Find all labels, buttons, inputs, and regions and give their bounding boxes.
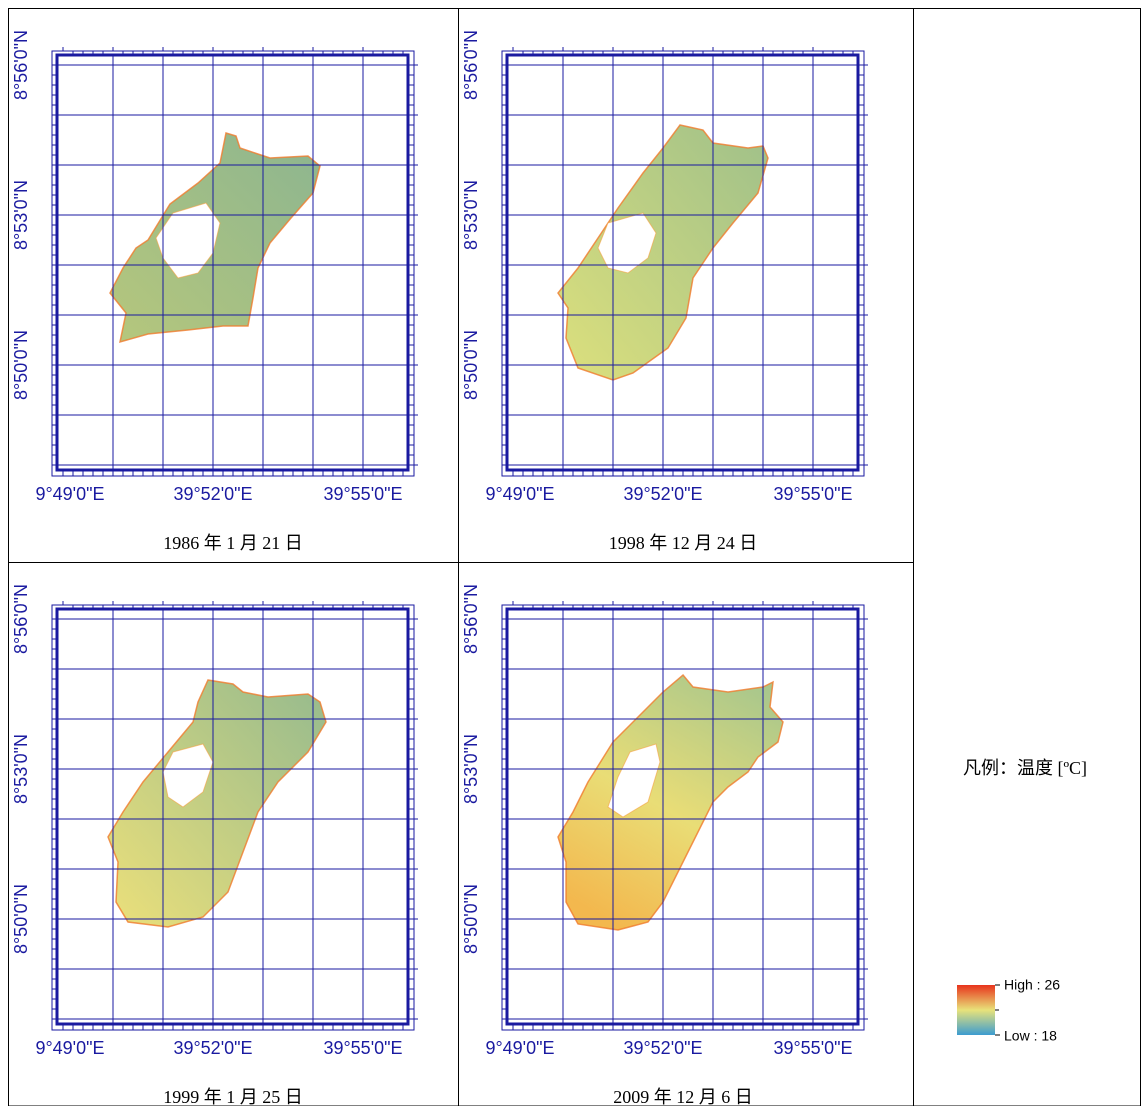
- table-borders: [8, 8, 1141, 1106]
- map-panel: 8°56'0"N 8°53'0"N 8°50'0"N 9°49'0"E 39°52'0"…: [461, 584, 868, 1106]
- longitude-label: 39°52'0"E: [623, 484, 702, 504]
- map-panel: 8°56'0"N 8°53'0"N 8°50'0"N 9°49'0"E 39°52'0"…: [461, 30, 868, 553]
- latitude-label: 8°50'0"N: [461, 330, 481, 400]
- latitude-label: 8°50'0"N: [461, 884, 481, 954]
- longitude-label: 39°52'0"E: [173, 484, 252, 504]
- legend-ticks: [995, 985, 1000, 1035]
- panel-caption: 1998 年 12 月 24 日: [609, 533, 758, 553]
- longitude-label: 9°49'0"E: [485, 484, 554, 504]
- legend-ramp: [957, 985, 995, 1035]
- latitude-label: 8°53'0"N: [461, 180, 481, 250]
- legend-title: 凡例：温度 [ºC]: [963, 758, 1087, 778]
- legend-low: Low : 18: [1004, 1028, 1057, 1044]
- longitude-label: 39°55'0"E: [773, 1038, 852, 1058]
- panel-caption: 1999 年 1 月 25 日: [163, 1087, 303, 1106]
- longitude-label: 39°52'0"E: [623, 1038, 702, 1058]
- map-panel: 8°56'0"N 8°53'0"N 8°50'0"N 9°49'0"E 39°52'0"…: [11, 30, 418, 553]
- panel-caption: 1986 年 1 月 21 日: [163, 533, 303, 553]
- latitude-label: 8°56'0"N: [461, 30, 481, 100]
- latitude-label: 8°53'0"N: [461, 734, 481, 804]
- legend-high: High : 26: [1004, 977, 1060, 993]
- latitude-label: 8°56'0"N: [11, 584, 31, 654]
- latitude-label: 8°53'0"N: [11, 734, 31, 804]
- longitude-label: 39°55'0"E: [323, 1038, 402, 1058]
- longitude-label: 9°49'0"E: [35, 1038, 104, 1058]
- longitude-label: 9°49'0"E: [485, 1038, 554, 1058]
- latitude-label: 8°50'0"N: [11, 884, 31, 954]
- latitude-label: 8°53'0"N: [11, 180, 31, 250]
- longitude-label: 9°49'0"E: [35, 484, 104, 504]
- longitude-label: 39°52'0"E: [173, 1038, 252, 1058]
- figure: 凡例：温度 [ºC] High : 26 Low : 18 8°56'0"N8°…: [0, 0, 1141, 1106]
- page: 凡例：温度 [ºC] High : 26 Low : 18 8°56'0"N8°…: [0, 0, 1141, 1106]
- longitude-label: 39°55'0"E: [323, 484, 402, 504]
- panel-caption: 2009 年 12 月 6 日: [613, 1087, 753, 1106]
- latitude-label: 8°56'0"N: [11, 30, 31, 100]
- water-temperature-raster: [558, 675, 783, 930]
- latitude-label: 8°50'0"N: [11, 330, 31, 400]
- longitude-label: 39°55'0"E: [773, 484, 852, 504]
- latitude-label: 8°56'0"N: [461, 584, 481, 654]
- water-temperature-raster: [108, 680, 326, 927]
- map-panel: 8°56'0"N 8°53'0"N 8°50'0"N 9°49'0"E 39°52'0"…: [11, 584, 418, 1106]
